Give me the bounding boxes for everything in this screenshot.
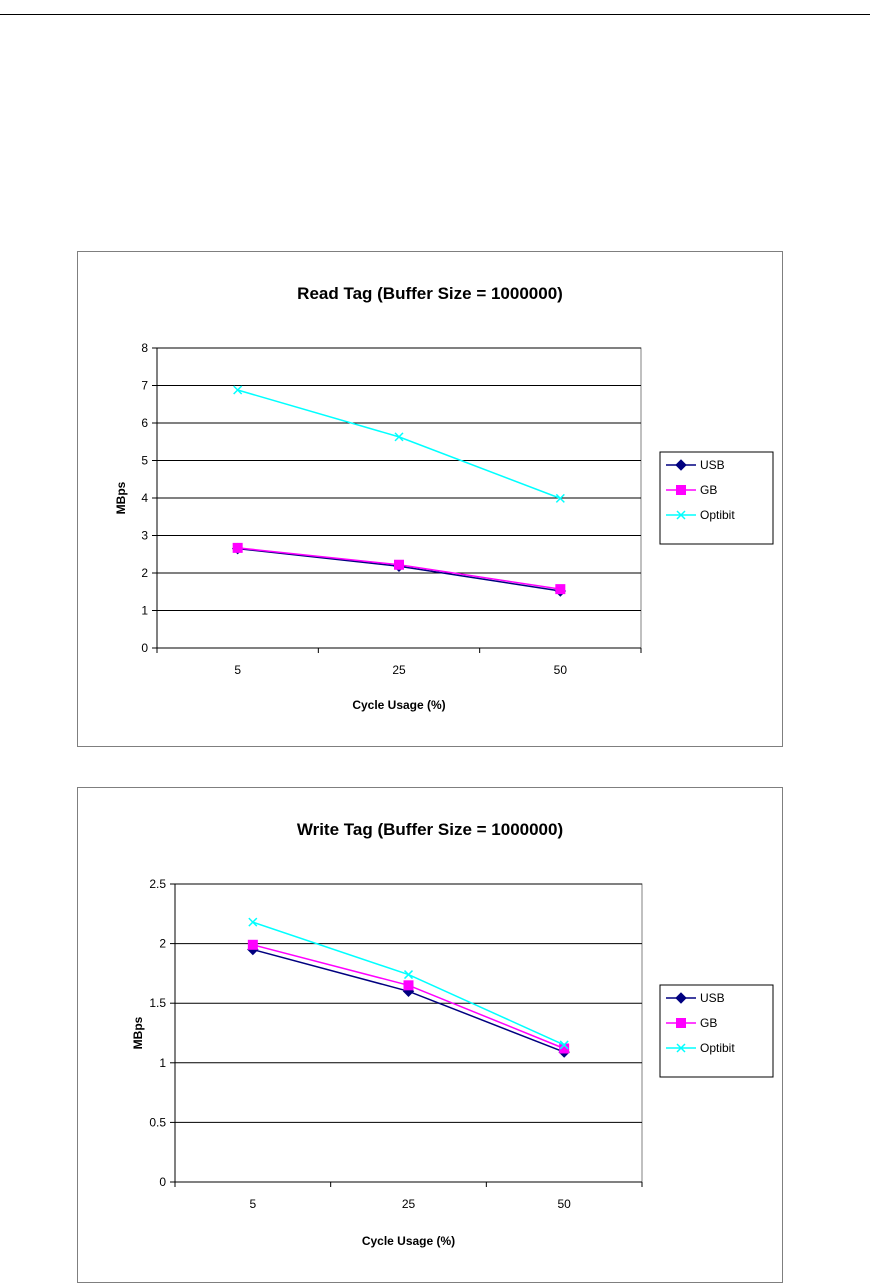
write-tag-title: Write Tag (Buffer Size = 1000000) [297, 820, 563, 839]
write-tag-chart: Write Tag (Buffer Size = 1000000) 0 0.5 1 1.… [77, 787, 783, 1283]
write-tag-x-tick-label: 25 [402, 1197, 416, 1211]
write-tag-y-tick-label: 1.5 [149, 996, 166, 1010]
write-tag-legend-label-gb: GB [700, 1016, 717, 1030]
write-tag-point-gb [403, 980, 414, 991]
write-tag-y-tick-label: 0.5 [149, 1115, 166, 1129]
write-tag-y-tick-label: 2.5 [149, 877, 166, 891]
write-tag-x-tick-label: 50 [557, 1197, 571, 1211]
write-tag-point-gb [247, 939, 258, 950]
read-tag-point-optibit [394, 432, 404, 442]
read-tag-legend-label-optibit: Optibit [700, 508, 735, 522]
read-tag-legend-marker-optibit [676, 510, 686, 520]
write-tag-chart-svg: Write Tag (Buffer Size = 1000000) 0 0.5 1 1.… [131, 820, 774, 1248]
read-tag-x-tick-label: 50 [554, 663, 568, 677]
write-tag-legend-marker-optibit [676, 1043, 686, 1053]
write-tag-x-tick-label: 5 [249, 1197, 256, 1211]
read-tag-chart-svg: Read Tag (Buffer Size = 1000000) 0 1 2 3 4 5 6 7… [114, 284, 774, 712]
write-tag-point-optibit [248, 917, 258, 927]
write-tag-y-tick-label: 1 [159, 1056, 166, 1070]
write-tag-point-optibit [559, 1040, 569, 1050]
write-tag-point-optibit [403, 970, 414, 980]
read-tag-legend-marker-gb [676, 485, 686, 495]
write-tag-legend-label-optibit: Optibit [700, 1041, 735, 1055]
write-tag-legend-marker-gb [676, 1018, 686, 1028]
read-tag-x-tick-label: 25 [392, 663, 406, 677]
read-tag-point-gb [394, 559, 404, 570]
read-tag-y-tick-label: 3 [141, 529, 148, 543]
read-tag-point-optibit [555, 493, 565, 503]
read-tag-y-tick-label: 0 [141, 641, 148, 655]
page-header-rule [0, 14, 870, 15]
read-tag-title: Read Tag (Buffer Size = 1000000) [297, 284, 563, 303]
read-tag-x-tick-label: 5 [234, 663, 241, 677]
write-tag-plot-area [174, 883, 643, 1183]
read-tag-point-gb [555, 584, 566, 595]
read-tag-point-gb [232, 542, 243, 553]
read-tag-legend-marker-usb [675, 459, 687, 471]
write-tag-y-axis-label: MBps [131, 1016, 145, 1049]
read-tag-y-tick-label: 7 [141, 379, 148, 393]
read-tag-point-optibit [233, 385, 243, 395]
read-tag-y-tick-label: 5 [141, 454, 148, 468]
read-tag-y-tick-label: 8 [141, 341, 148, 355]
read-tag-y-tick-label: 4 [141, 491, 148, 505]
write-tag-y-tick-label: 0 [159, 1175, 166, 1189]
write-tag-y-tick-label: 2 [159, 937, 166, 951]
read-tag-y-tick-label: 6 [141, 416, 148, 430]
read-tag-chart: Read Tag (Buffer Size = 1000000) 0 1 2 3 4 5 6 7… [77, 251, 783, 747]
write-tag-x-axis-label: Cycle Usage (%) [362, 1234, 455, 1248]
read-tag-legend-label-gb: GB [700, 483, 717, 497]
read-tag-y-axis-label: MBps [114, 481, 128, 514]
read-tag-legend-label-usb: USB [700, 458, 725, 472]
read-tag-y-tick-label: 2 [141, 566, 148, 580]
read-tag-y-tick-label: 1 [141, 604, 148, 618]
write-tag-legend-label-usb: USB [700, 991, 725, 1005]
write-tag-legend-marker-usb [675, 992, 687, 1004]
read-tag-x-axis-label: Cycle Usage (%) [352, 698, 445, 712]
